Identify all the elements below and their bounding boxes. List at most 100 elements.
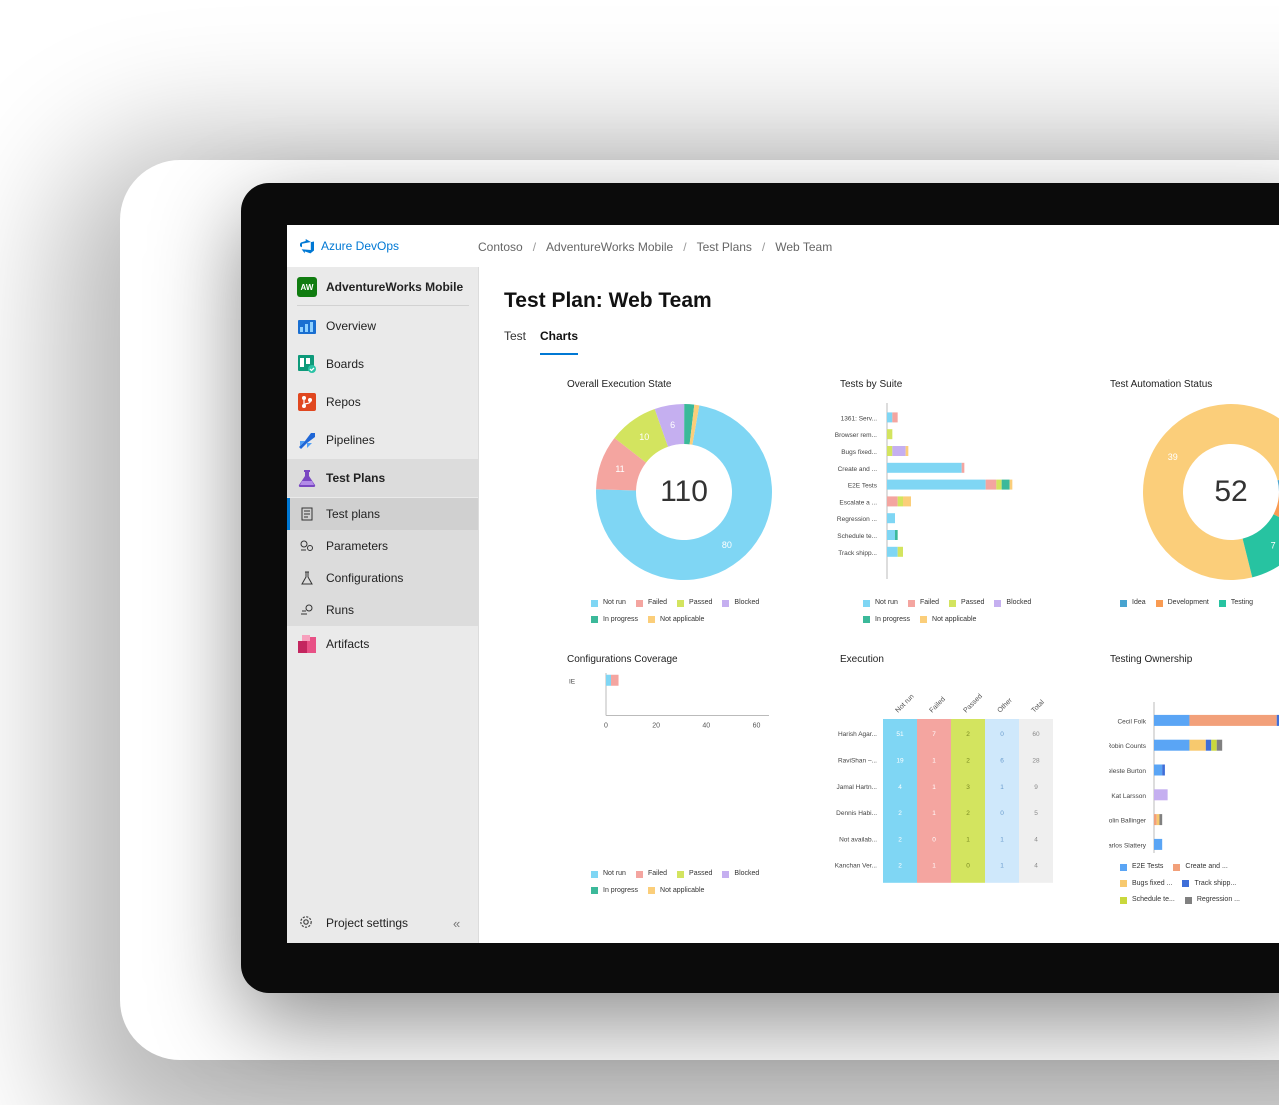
bar-segment-blocked[interactable] (892, 446, 906, 456)
bar-segment-e2e-tests[interactable] (1154, 764, 1163, 776)
sidebar-item-artifacts[interactable]: Artifacts (287, 625, 478, 663)
sidebar-item-repos[interactable]: Repos (287, 383, 478, 421)
bar-segment-not-applicable[interactable] (903, 496, 911, 507)
bar-segment-not-run[interactable] (887, 546, 898, 557)
collapse-sidebar-icon[interactable]: « (453, 915, 461, 931)
legend-item[interactable]: Passed (949, 596, 984, 610)
bar-segment-failed[interactable] (887, 496, 898, 507)
sidebar-item-pipelines[interactable]: Pipelines (287, 421, 478, 459)
bar-segment-e2e-tests[interactable] (1154, 739, 1190, 751)
donut-slice-development[interactable] (1273, 491, 1279, 533)
bar-segment-failed[interactable] (611, 674, 619, 686)
bar-segment-track-shipp[interactable] (1162, 764, 1165, 776)
legend-item[interactable]: Not run (591, 596, 626, 610)
bar-segment-e2e-tests[interactable] (1154, 838, 1163, 850)
sidebar-subitem-configurations[interactable]: Configurations (287, 562, 478, 594)
legend-item[interactable]: Not run (863, 596, 898, 610)
bar-segment-passed[interactable] (887, 429, 893, 440)
legend-item[interactable]: Development (1155, 596, 1209, 610)
legend-item[interactable]: Blocked (722, 596, 759, 610)
bar-segment-create-and[interactable] (1154, 814, 1157, 826)
project-header[interactable]: AW AdventureWorks Mobile (297, 277, 469, 306)
sidebar-item-boards[interactable]: Boards (287, 345, 478, 383)
legend-item[interactable]: Create and ... (1173, 860, 1228, 874)
breadcrumb-page[interactable]: Web Team (775, 240, 833, 254)
bar-segment-regression[interactable] (1159, 814, 1163, 826)
bar-segment-track-shipp[interactable] (1205, 739, 1212, 751)
legend-item[interactable]: Passed (677, 596, 712, 610)
sidebar-subitem-test-plans[interactable]: Test plans (287, 498, 478, 530)
legend-item[interactable]: Failed (907, 596, 939, 610)
legend-swatch (591, 887, 598, 894)
azure-devops-logo-link[interactable]: Azure DevOps (299, 238, 399, 254)
legend-item[interactable]: Not run (591, 867, 626, 881)
bar-segment-not-run[interactable] (887, 412, 893, 423)
tab-test[interactable]: Test (504, 329, 527, 343)
legend-item[interactable]: Idea (1120, 596, 1146, 610)
donut-slice-blocked[interactable] (654, 404, 685, 447)
legend-item[interactable]: E2E Tests (1120, 860, 1163, 874)
legend-item[interactable]: In progress (591, 884, 638, 898)
bar-segment-e2e-tests[interactable] (1154, 714, 1190, 726)
sidebar-item-overview[interactable]: Overview (287, 307, 478, 345)
legend-item[interactable]: Testing (1218, 596, 1253, 610)
legend-item[interactable]: Blocked (994, 596, 1031, 610)
legend-item[interactable]: Not applicable (648, 613, 704, 627)
tab-charts[interactable]: Charts (540, 329, 579, 355)
bar-segment-create-and[interactable] (1189, 714, 1277, 726)
breadcrumb-project[interactable]: AdventureWorks Mobile (546, 240, 674, 254)
bar-segment-failed[interactable] (985, 479, 997, 490)
bar-segment-not-applicable[interactable] (1009, 479, 1013, 490)
legend-swatch (591, 599, 598, 607)
category-label: Regression ... (837, 516, 877, 523)
bar-segment-not-run[interactable] (606, 674, 612, 686)
bar-segment-not-run[interactable] (887, 462, 962, 473)
donut-slice-not-applicable[interactable] (689, 404, 700, 445)
bar-segment-bugs-fixed[interactable] (1189, 739, 1206, 751)
bar-segment-passed[interactable] (887, 446, 893, 456)
bar-segment-failed[interactable] (961, 462, 965, 473)
donut-slice-testing[interactable] (1242, 514, 1279, 578)
legend-item[interactable]: In progress (591, 613, 638, 627)
legend-item[interactable]: Regression ... (1184, 893, 1240, 907)
execution-column-header: Passed (962, 693, 984, 715)
bar-segment-schedule-te[interactable] (1211, 739, 1217, 751)
bar-segment-bugs-fixed[interactable] (1156, 814, 1160, 826)
breadcrumb-org[interactable]: Contoso (478, 240, 523, 254)
legend-item[interactable]: Blocked (722, 867, 759, 881)
legend-item[interactable]: Bugs fixed ... (1120, 877, 1172, 891)
sidebar-subitem-runs[interactable]: Runs (287, 594, 478, 626)
bar-segment-in-progress[interactable] (895, 530, 898, 540)
donut-slice-passed[interactable] (614, 409, 669, 463)
donut-slice-in-progress[interactable] (684, 404, 695, 445)
sidebar-item-test-plans[interactable]: Test Plans (287, 459, 478, 497)
legend-item[interactable]: Not applicable (920, 613, 976, 627)
legend-item[interactable]: Failed (635, 867, 667, 881)
bar-segment-failed[interactable] (892, 412, 898, 423)
bar-segment-regression[interactable] (1216, 739, 1223, 751)
bar-segment-not-applicable[interactable] (905, 446, 909, 456)
legend-item[interactable]: Not applicable (648, 884, 704, 898)
bar-segment-not-run[interactable] (887, 530, 895, 540)
donut-slice-not-applicable[interactable] (1143, 404, 1279, 580)
bar-segment-not-run[interactable] (887, 479, 986, 490)
bar-segment-not-run[interactable] (887, 513, 895, 524)
legend-item[interactable]: Schedule te... (1120, 893, 1175, 907)
donut-slice-failed[interactable] (596, 438, 647, 491)
donut-slice-not-run[interactable] (596, 405, 772, 580)
bar-segment-track-shipp[interactable] (1276, 714, 1279, 726)
bar-segment-passed[interactable] (996, 479, 1002, 490)
bar-segment-in-progress[interactable] (1001, 479, 1010, 490)
sidebar-subitem-parameters[interactable]: Parameters (287, 530, 478, 562)
legend-item[interactable]: Failed (635, 596, 667, 610)
breadcrumb-section[interactable]: Test Plans (696, 240, 752, 254)
bar-segment-passed[interactable] (897, 496, 903, 507)
legend-item[interactable]: In progress (863, 613, 910, 627)
legend-item[interactable]: Track shipp... (1182, 877, 1236, 891)
project-settings[interactable]: Project settings « (287, 907, 478, 939)
bar-segment-passed[interactable] (897, 546, 903, 557)
legend-item[interactable]: Passed (677, 867, 712, 881)
execution-row-label: Harish Agar... (838, 731, 877, 738)
bar-segment-blocked[interactable] (1154, 789, 1168, 801)
x-tick-label: 40 (702, 723, 710, 730)
